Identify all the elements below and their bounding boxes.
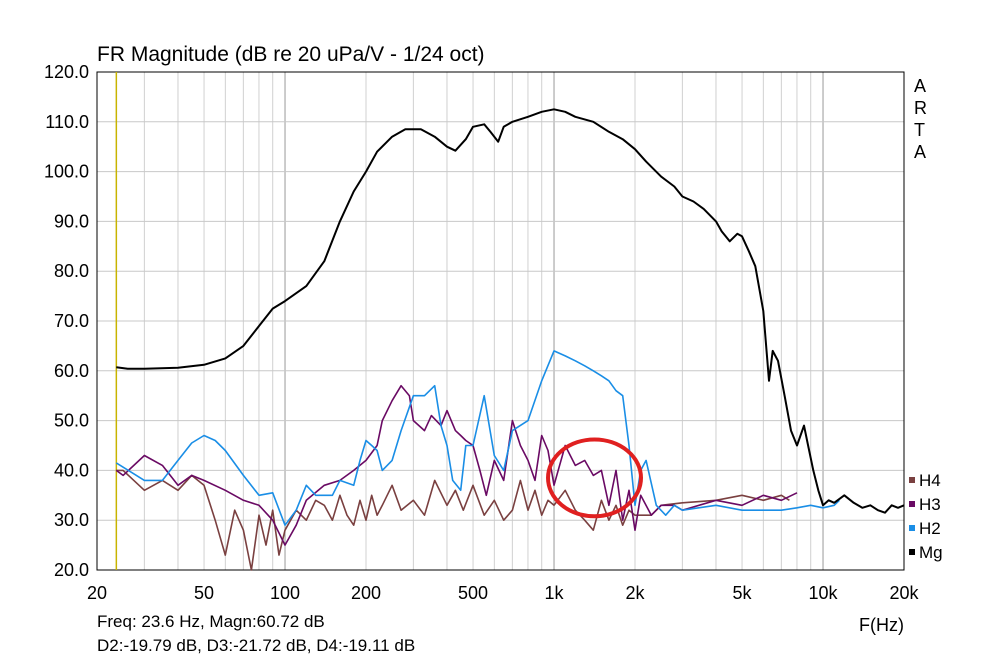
legend-label-h4: H4 <box>919 471 941 490</box>
y-tick-label: 30.0 <box>54 510 89 530</box>
legend-label-mg: Mg <box>919 543 943 562</box>
x-tick-label: 20 <box>87 583 107 603</box>
series-line-h2 <box>115 350 840 526</box>
x-tick-label: 200 <box>351 583 381 603</box>
x-tick-label: 10k <box>809 583 839 603</box>
y-tick-label: 100.0 <box>44 162 89 182</box>
x-tick-label: 100 <box>270 583 300 603</box>
cursor-readout-freq-magn: Freq: 23.6 Hz, Magn:60.72 dB <box>97 612 325 631</box>
grid <box>97 71 904 571</box>
watermark-letter: T <box>914 120 925 140</box>
series-line-mg <box>116 108 905 514</box>
plot-frame <box>96 71 905 571</box>
x-tick-label: 2k <box>625 583 645 603</box>
legend-swatch-mg <box>909 549 915 555</box>
y-tick-label: 60.0 <box>54 361 89 381</box>
y-tick-label: 50.0 <box>54 411 89 431</box>
watermark-letter: R <box>914 98 927 118</box>
watermark-letter: A <box>914 76 926 96</box>
series-line-h4 <box>116 469 790 571</box>
legend-swatch-h4 <box>909 477 915 483</box>
legend-swatch-h3 <box>909 501 915 507</box>
chart-title: FR Magnitude (dB re 20 uPa/V - 1/24 oct) <box>97 43 485 66</box>
y-tick-label: 110.0 <box>45 112 89 132</box>
y-tick-label: 70.0 <box>54 311 89 331</box>
series-line-h3 <box>115 384 798 546</box>
highlight-ellipse <box>546 437 644 519</box>
y-tick-label: 40.0 <box>54 460 89 480</box>
y-tick-label: 80.0 <box>54 261 89 281</box>
legend-label-h2: H2 <box>919 519 941 538</box>
x-axis-label: F(Hz) <box>859 615 904 635</box>
x-tick-label: 50 <box>194 583 214 603</box>
watermark-letter: A <box>914 142 926 162</box>
y-tick-label: 120.0 <box>44 62 89 82</box>
y-tick-label: 20.0 <box>54 560 89 580</box>
x-tick-label: 500 <box>458 583 488 603</box>
x-tick-label: 1k <box>545 583 565 603</box>
y-tick-label: 90.0 <box>54 211 89 231</box>
x-tick-label: 5k <box>733 583 753 603</box>
legend-label-h3: H3 <box>919 495 941 514</box>
legend-swatch-h2 <box>909 525 915 531</box>
cursor-readout-distortion: D2:-19.79 dB, D3:-21.72 dB, D4:-19.11 dB <box>97 636 416 655</box>
x-tick-label: 20k <box>889 583 919 603</box>
